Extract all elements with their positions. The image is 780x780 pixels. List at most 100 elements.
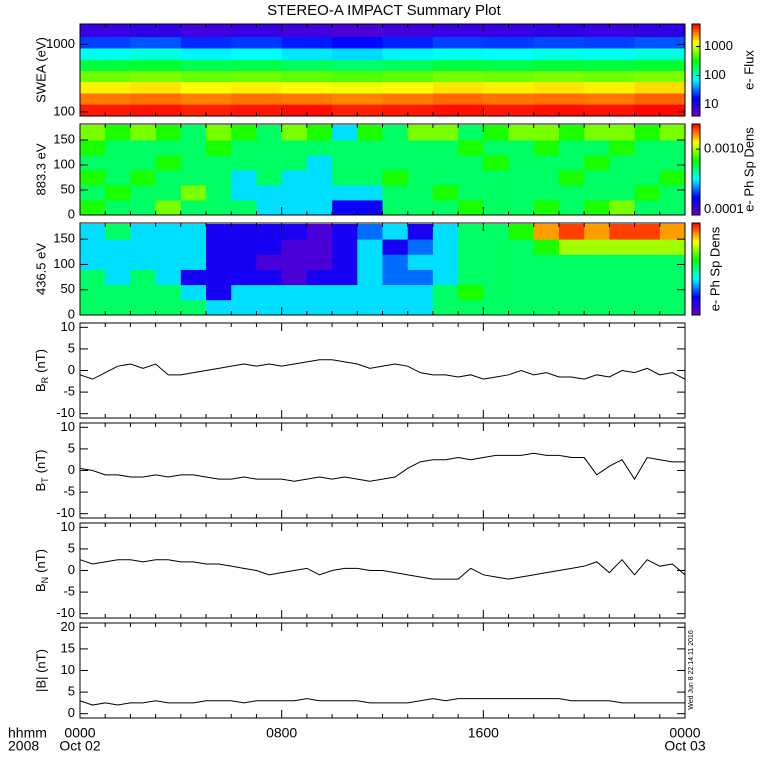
heatmap-cell bbox=[256, 299, 283, 316]
heatmap-cell bbox=[332, 269, 358, 286]
heatmap-cell bbox=[558, 269, 585, 286]
heatmap-cell bbox=[357, 284, 383, 301]
y-tick-label: 10 bbox=[61, 519, 75, 534]
heatmap-cell bbox=[558, 170, 585, 186]
heatmap-cell bbox=[80, 200, 106, 216]
heatmap-cell bbox=[281, 269, 308, 286]
heatmap-cell bbox=[533, 140, 560, 156]
heatmap-cell bbox=[332, 81, 383, 94]
y-tick-label: 100 bbox=[53, 256, 75, 271]
heatmap-cell bbox=[508, 185, 535, 201]
heatmap-cell bbox=[231, 155, 257, 171]
colorbar-step bbox=[692, 180, 700, 183]
colorbar-step bbox=[692, 189, 700, 192]
heatmap-cell bbox=[584, 104, 635, 117]
heatmap-cell bbox=[281, 36, 333, 49]
colorbar-step bbox=[692, 85, 700, 88]
colorbar-step bbox=[692, 253, 700, 256]
heatmap-cell bbox=[357, 224, 383, 240]
colorbar-step bbox=[692, 102, 700, 105]
colorbar-step bbox=[692, 204, 700, 207]
heatmap-cell bbox=[231, 104, 283, 117]
colorbar-step bbox=[692, 272, 700, 274]
heatmap-cell bbox=[180, 59, 232, 71]
heatmap-cell bbox=[231, 224, 257, 240]
heatmap-cell bbox=[281, 70, 333, 83]
heatmap-cell bbox=[332, 299, 358, 316]
heatmap-cell bbox=[382, 140, 409, 156]
timestamp: Wed Jun 8 22:14:11 2016 bbox=[688, 630, 695, 710]
heatmap-cell bbox=[306, 254, 333, 270]
heatmap-cell bbox=[206, 284, 232, 301]
heatmap-cell bbox=[281, 93, 333, 105]
heatmap-cell bbox=[483, 36, 535, 49]
colorbar-step bbox=[692, 127, 700, 129]
heatmap-cell bbox=[533, 125, 560, 141]
heatmap-cell bbox=[180, 200, 207, 216]
y-tick-label: 0 bbox=[68, 206, 75, 221]
heatmap-cell bbox=[609, 284, 635, 301]
heatmap-cell bbox=[231, 239, 257, 255]
x-axis-label: 2008 bbox=[8, 738, 39, 754]
colorbar-step bbox=[692, 202, 700, 205]
heatmap-cell bbox=[634, 224, 661, 240]
heatmap-cell bbox=[155, 125, 182, 141]
heatmap-cell bbox=[231, 36, 283, 49]
y-tick-label: 150 bbox=[53, 231, 75, 246]
colorbar-step bbox=[692, 232, 700, 235]
heatmap-cell bbox=[407, 239, 434, 255]
heatmap-cell bbox=[80, 284, 106, 301]
colorbar-step bbox=[692, 30, 700, 33]
colorbar-step bbox=[692, 279, 700, 282]
colorbar-step bbox=[692, 242, 700, 245]
heatmap-cell bbox=[483, 24, 535, 38]
heatmap-cell bbox=[558, 224, 585, 240]
colorbar-step bbox=[692, 134, 700, 137]
heatmap-cell bbox=[609, 299, 635, 316]
heatmap-cell bbox=[357, 155, 383, 171]
heatmap-cell bbox=[206, 299, 232, 316]
heatmap-cell bbox=[659, 200, 686, 216]
colorbar-step bbox=[692, 164, 700, 167]
heatmap-cell bbox=[357, 140, 383, 156]
heatmap-cell bbox=[130, 224, 157, 240]
heatmap-cell bbox=[332, 125, 358, 141]
colorbar-step bbox=[692, 77, 700, 80]
colorbar-step bbox=[692, 247, 700, 250]
heatmap-cell bbox=[382, 224, 409, 240]
heatmap-cell bbox=[80, 36, 131, 49]
heatmap-cell bbox=[584, 24, 635, 38]
y-tick-label: 50 bbox=[61, 281, 75, 296]
y-tick-label: 5 bbox=[68, 440, 75, 455]
heatmap-cell bbox=[130, 140, 157, 156]
heatmap-cell bbox=[533, 24, 585, 38]
colorbar-frame bbox=[691, 123, 701, 216]
heatmap-cell bbox=[206, 185, 232, 201]
heatmap-cell bbox=[659, 284, 686, 301]
heatmap-cell bbox=[130, 284, 157, 301]
colorbar-step bbox=[692, 261, 700, 264]
y-tick-label: 10 bbox=[61, 662, 75, 677]
heatmap-cell bbox=[80, 269, 106, 286]
colorbar-step bbox=[692, 54, 700, 57]
heatmap-cell bbox=[483, 125, 509, 141]
heatmap-cell bbox=[533, 104, 585, 117]
heatmap-cell bbox=[130, 185, 157, 201]
heatmap-cell bbox=[609, 140, 635, 156]
heatmap-cell bbox=[432, 36, 484, 49]
y-tick-label: 5 bbox=[68, 340, 75, 355]
heatmap-cell bbox=[382, 93, 434, 105]
colorbar-step bbox=[692, 50, 700, 52]
heatmap-cell bbox=[382, 299, 409, 316]
heatmap-cell bbox=[558, 239, 585, 255]
colorbar-step bbox=[692, 198, 700, 201]
x-tick-label: 0000 bbox=[669, 725, 700, 741]
heatmap-cell bbox=[407, 224, 434, 240]
heatmap-cell bbox=[105, 284, 131, 301]
colorbar-step bbox=[692, 43, 700, 46]
heatmap-cell bbox=[382, 239, 409, 255]
heatmap-cell bbox=[306, 125, 333, 141]
colorbar-step bbox=[692, 262, 700, 265]
heatmap-cell bbox=[231, 125, 257, 141]
colorbar-step bbox=[692, 244, 700, 247]
